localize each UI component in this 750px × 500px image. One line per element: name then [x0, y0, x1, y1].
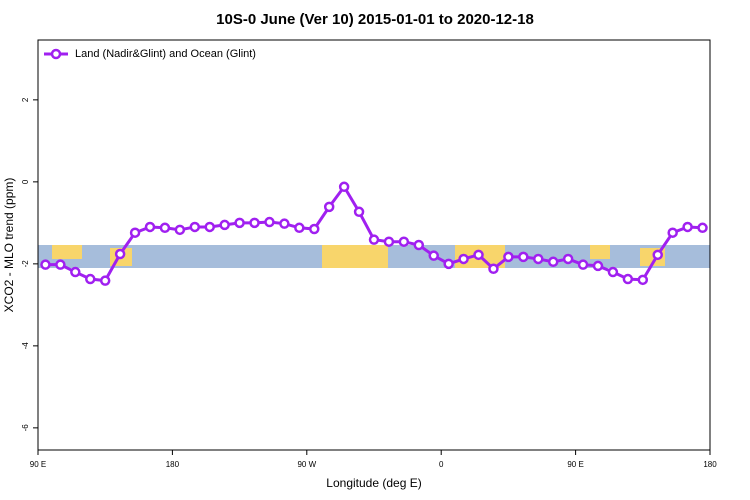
- y-tick-label: 0: [21, 179, 30, 184]
- data-point: [129, 227, 141, 238]
- y-tick-label: -2: [21, 260, 30, 268]
- legend-label: Land (Nadir&Glint) and Ocean (Glint): [75, 48, 256, 60]
- data-point: [174, 224, 186, 236]
- data-point: [383, 236, 395, 247]
- data-point: [249, 217, 260, 229]
- x-tick-label: 90 W: [297, 460, 316, 469]
- data-point: [279, 218, 290, 229]
- x-tick-label: 180: [703, 460, 717, 469]
- data-point: [652, 249, 663, 261]
- data-point: [144, 221, 156, 233]
- data-point: [234, 217, 245, 229]
- data-point: [503, 251, 514, 263]
- chart-title: 10S-0 June (Ver 10) 2015-01-01 to 2020-1…: [216, 11, 534, 28]
- data-point: [518, 251, 529, 263]
- data-point: [428, 250, 439, 261]
- y-tick-label: -6: [21, 424, 30, 432]
- x-tick-label: 90 E: [567, 460, 583, 469]
- data-point: [577, 259, 589, 270]
- data-point: [398, 236, 410, 247]
- data-point: [55, 259, 66, 270]
- data-point: [338, 181, 350, 193]
- legend-marker: [50, 48, 62, 60]
- data-point: [85, 273, 96, 285]
- data-point: [40, 259, 51, 270]
- data-point: [294, 222, 305, 234]
- plot-frame: [37, 39, 711, 451]
- data-point: [458, 253, 469, 265]
- data-point: [309, 223, 320, 235]
- data-point: [99, 275, 111, 286]
- data-point: [667, 227, 678, 238]
- data-point: [323, 201, 335, 213]
- data-point: [443, 258, 454, 270]
- y-tick-label: -4: [21, 342, 30, 350]
- data-point: [114, 248, 126, 260]
- x-axis-label: Longitude (deg E): [326, 476, 421, 490]
- data-point: [204, 221, 215, 233]
- y-axis-label: XCO2 - MLO trend (ppm): [2, 178, 16, 313]
- data-point: [189, 221, 201, 233]
- data-point: [637, 274, 649, 286]
- data-point: [219, 219, 230, 231]
- data-point: [353, 206, 365, 218]
- data-point: [547, 256, 559, 268]
- data-point: [159, 222, 171, 234]
- map-strip: [38, 245, 710, 268]
- data-point: [70, 266, 81, 278]
- x-tick-label: 180: [166, 460, 180, 469]
- x-tick-label: 90 E: [30, 460, 46, 469]
- data-point: [413, 239, 425, 251]
- data-point: [473, 249, 484, 261]
- legend: Land (Nadir&Glint) and Ocean (Glint): [44, 48, 256, 60]
- data-point: [368, 234, 380, 245]
- data-point: [697, 222, 708, 234]
- data-point: [488, 263, 499, 275]
- data-point: [682, 221, 693, 233]
- data-point: [592, 260, 604, 272]
- y-tick-label: 2: [21, 97, 30, 102]
- data-point: [264, 216, 275, 228]
- x-tick-label: 0: [439, 460, 444, 469]
- data-point: [622, 273, 634, 285]
- data-point: [562, 253, 574, 265]
- data-point: [607, 266, 619, 278]
- data-point: [533, 253, 544, 265]
